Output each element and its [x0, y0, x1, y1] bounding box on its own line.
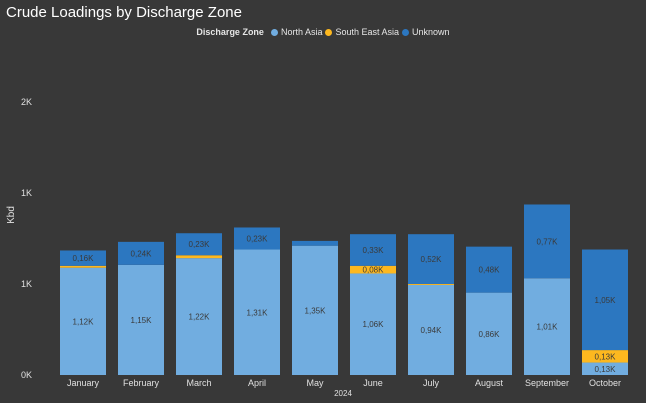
legend-dot-icon — [270, 28, 278, 36]
legend-title: Discharge Zone — [196, 27, 264, 37]
bar-segment[interactable] — [118, 241, 164, 265]
data-label: 1,15K — [131, 316, 153, 325]
x-tick-label: September — [525, 378, 569, 388]
data-label: 1,06K — [363, 320, 385, 329]
legend-item-unknown[interactable]: Unknown — [402, 27, 450, 37]
x-tick-label: July — [423, 378, 440, 388]
chart-title: Crude Loadings by Discharge Zone — [6, 4, 242, 21]
bar-segment[interactable] — [408, 284, 454, 285]
bar-segment[interactable] — [292, 240, 338, 246]
data-label: 0,08K — [363, 266, 385, 275]
bar-segment[interactable] — [408, 284, 454, 375]
y-axis-title: Kbd — [6, 206, 17, 224]
bar-segment[interactable] — [60, 267, 106, 375]
x-tick-label: January — [67, 378, 100, 388]
y-tick-label: 1K — [21, 279, 32, 289]
y-axis: 0K 1K 1K 2K — [21, 97, 32, 380]
legend: Discharge Zone North Asia South East Asi… — [0, 27, 646, 37]
data-label: 0,13K — [595, 365, 617, 374]
data-label: 0,16K — [73, 254, 95, 263]
bar-segment[interactable] — [582, 249, 628, 351]
data-label: 0,52K — [421, 255, 443, 264]
data-label: 0,23K — [189, 240, 211, 249]
bar-segment[interactable] — [60, 250, 106, 266]
x-tick-label: March — [186, 378, 211, 388]
data-label: 1,01K — [537, 323, 559, 332]
bar-segment[interactable] — [582, 350, 628, 363]
data-label: 0,77K — [537, 237, 559, 246]
x-tick-label: April — [248, 378, 266, 388]
x-tick-label: June — [363, 378, 383, 388]
bar-segment[interactable] — [176, 233, 222, 256]
legend-dot-icon — [325, 28, 333, 36]
bar-segment[interactable] — [350, 265, 396, 274]
data-label: 0,86K — [479, 330, 501, 339]
bar-segment[interactable] — [234, 227, 280, 250]
legend-label: North Asia — [280, 27, 323, 37]
data-label: 1,31K — [247, 308, 269, 317]
data-label: 0,94K — [421, 326, 443, 335]
legend-dot-icon — [402, 28, 410, 36]
bar-segment[interactable] — [60, 265, 106, 268]
y-tick-label: 2K — [21, 97, 32, 107]
x-tick-label: October — [589, 378, 621, 388]
bars: 1,12K 0,16K 1,15K 0,24K 1,22K 0,23K 1,31K 0,23K… — [60, 204, 628, 375]
data-label: 0,23K — [247, 235, 269, 244]
y-tick-label: 1K — [21, 188, 32, 198]
bar-segment[interactable] — [466, 292, 512, 375]
bar-segment[interactable] — [582, 362, 628, 375]
legend-label: Unknown — [412, 27, 450, 37]
legend-item-north-asia[interactable]: North Asia — [270, 27, 323, 37]
bar-segment[interactable] — [524, 204, 570, 279]
legend-item-south-east-asia[interactable]: South East Asia — [325, 27, 399, 37]
data-label: 0,33K — [363, 246, 385, 255]
data-label: 0,48K — [479, 266, 501, 275]
bar-segment[interactable] — [466, 246, 512, 293]
bar-segment[interactable] — [350, 234, 396, 266]
bar-segment[interactable] — [292, 245, 338, 375]
legend-label: South East Asia — [335, 27, 400, 37]
data-label: 1,12K — [73, 317, 95, 326]
data-label: 0,13K — [595, 352, 617, 361]
data-label: 1,35K — [305, 306, 327, 315]
x-tick-label: August — [475, 378, 504, 388]
bar-segment[interactable] — [408, 234, 454, 284]
x-tick-label: May — [306, 378, 324, 388]
bar-segment[interactable] — [176, 255, 222, 259]
data-label: 0,24K — [131, 249, 153, 258]
x-tick-label: February — [123, 378, 160, 388]
bar-segment[interactable] — [350, 273, 396, 375]
y-tick-label: 0K — [21, 370, 32, 380]
bar-segment[interactable] — [234, 249, 280, 375]
bar-segment[interactable] — [118, 264, 164, 375]
x-axis-title: 2024 — [334, 389, 352, 398]
data-label: 1,22K — [189, 313, 211, 322]
data-label: 1,05K — [595, 296, 617, 305]
bar-segment[interactable] — [176, 258, 222, 375]
bar-segment[interactable] — [524, 278, 570, 375]
x-axis: January February March April May June July Augu… — [67, 378, 621, 388]
